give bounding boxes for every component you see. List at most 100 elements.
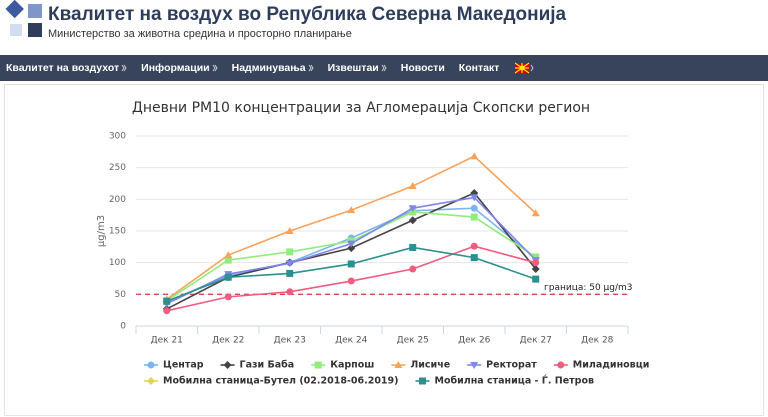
x-tick-label: Дек 21	[151, 336, 183, 346]
y-axis-label: µg/m3	[96, 215, 107, 247]
flag	[515, 62, 534, 74]
point	[163, 307, 171, 315]
legend-item[interactable]: Мобилна станица - Ѓ. Петров	[415, 375, 595, 387]
point	[532, 253, 540, 261]
point	[408, 182, 417, 190]
x-tick-label: Дек 28	[581, 336, 614, 346]
legend-symbol	[147, 377, 155, 385]
nav-item[interactable]: Извештаи	[328, 62, 387, 74]
logo	[5, 0, 42, 37]
point	[409, 243, 417, 251]
y-tick-label: 100	[109, 258, 126, 268]
legend-symbol	[223, 361, 232, 369]
point	[224, 273, 232, 281]
y-tick-label: 300	[109, 132, 126, 142]
legend-label: Мобилна станица - Ѓ. Петров	[435, 375, 595, 387]
point	[470, 254, 478, 262]
x-tick-label: Дек 26	[458, 336, 491, 346]
nav-bar: Квалитет на воздухот Информации Надминувањ…	[0, 55, 768, 81]
language-flag[interactable]	[513, 62, 535, 74]
series-line	[166, 207, 537, 303]
point	[470, 213, 478, 221]
chart: Дневни PM10 концентрации за Агломерација…	[96, 100, 650, 387]
legend-label: Миладиновци	[573, 360, 650, 371]
y-tick-label: 200	[109, 195, 126, 205]
nav-label: Новости	[400, 62, 445, 74]
legend-item[interactable]: Мобилна станица-Бутел (02.2018-06.2019)	[144, 376, 399, 387]
legend-label: Центар	[163, 360, 204, 371]
legend-item[interactable]: Гази Баба	[220, 360, 295, 371]
series-line	[166, 211, 537, 302]
x-tick-label: Дек 25	[397, 336, 429, 346]
nav-item[interactable]: Квалитет на воздухот	[6, 62, 127, 74]
point	[532, 259, 540, 267]
y-tick-label: 50	[115, 290, 127, 300]
legend-symbol	[147, 361, 155, 369]
site-title: Квалитет на воздух во Република Северна …	[48, 4, 567, 25]
nav-item[interactable]: Надминувања	[232, 62, 314, 74]
x-tick-label: Дек 27	[520, 336, 552, 346]
legend-item[interactable]: Лисиче	[391, 360, 450, 371]
legend-item[interactable]: Ректорат	[467, 360, 537, 371]
point	[224, 251, 233, 259]
legend-symbol	[419, 377, 426, 385]
point	[286, 288, 294, 296]
nav-item[interactable]: Новости	[401, 62, 445, 74]
point	[347, 260, 355, 268]
y-tick-label: 250	[109, 163, 126, 173]
point	[347, 277, 355, 285]
legend-symbol	[314, 361, 322, 369]
nav-label: Надминувања	[231, 62, 306, 74]
point	[347, 240, 356, 248]
nav-item[interactable]: Контакт	[459, 62, 500, 74]
point	[163, 297, 171, 305]
point	[347, 206, 356, 214]
point	[285, 227, 294, 234]
point	[409, 265, 417, 273]
point	[224, 293, 232, 301]
legend-symbol	[470, 362, 479, 369]
nav-item[interactable]: Информации	[141, 62, 218, 74]
legend-symbol	[394, 361, 403, 368]
nav-label: Информации	[141, 62, 210, 74]
legend-label: Гази Баба	[240, 360, 295, 371]
dropdown-icon	[121, 64, 127, 72]
legend-label: Мобилна станица-Бутел (02.2018-06.2019)	[163, 376, 399, 387]
legend-label: Карпош	[330, 360, 374, 371]
point	[470, 242, 478, 250]
x-tick-label: Дек 23	[274, 336, 306, 346]
y-tick-label: 0	[120, 322, 126, 332]
legend-item[interactable]: Миладиновци	[553, 360, 650, 371]
nav-label: Квалитет на воздухот	[6, 62, 120, 74]
site-subtitle: Министерство за животна средина и просто…	[48, 28, 352, 40]
dropdown-icon	[381, 64, 387, 72]
chart-frame: Дневни PM10 концентрации за Агломерација…	[4, 84, 764, 416]
point	[470, 204, 478, 212]
point	[470, 152, 479, 160]
x-tick-label: Дек 24	[335, 336, 368, 346]
dropdown-icon	[308, 64, 314, 72]
point	[531, 265, 540, 273]
point	[532, 275, 540, 283]
y-tick-label: 150	[109, 227, 126, 237]
legend-item[interactable]: Центар	[144, 360, 204, 371]
point	[286, 248, 294, 256]
point	[470, 194, 479, 202]
point	[347, 244, 356, 253]
threshold-label: граница: 50 µg/m3	[544, 283, 633, 293]
chart-title: Дневни PM10 концентрации за Агломерација…	[132, 100, 590, 116]
point	[408, 205, 417, 213]
point	[285, 260, 294, 268]
series-line	[166, 246, 537, 303]
point	[224, 256, 232, 264]
legend-symbol	[557, 361, 565, 369]
legend-label: Ректорат	[486, 360, 537, 371]
legend-item[interactable]: Карпош	[311, 360, 374, 371]
dropdown-icon	[212, 64, 218, 72]
x-tick-label: Дек 22	[212, 336, 244, 346]
legend-label: Лисиче	[410, 360, 450, 371]
nav-label: Извештаи	[327, 62, 379, 74]
point	[286, 269, 294, 277]
point	[408, 216, 417, 225]
